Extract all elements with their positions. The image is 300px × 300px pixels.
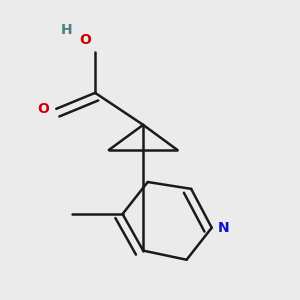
Text: N: N — [217, 221, 229, 235]
Text: O: O — [38, 102, 50, 116]
Text: H: H — [61, 23, 73, 37]
Text: O: O — [79, 33, 91, 47]
